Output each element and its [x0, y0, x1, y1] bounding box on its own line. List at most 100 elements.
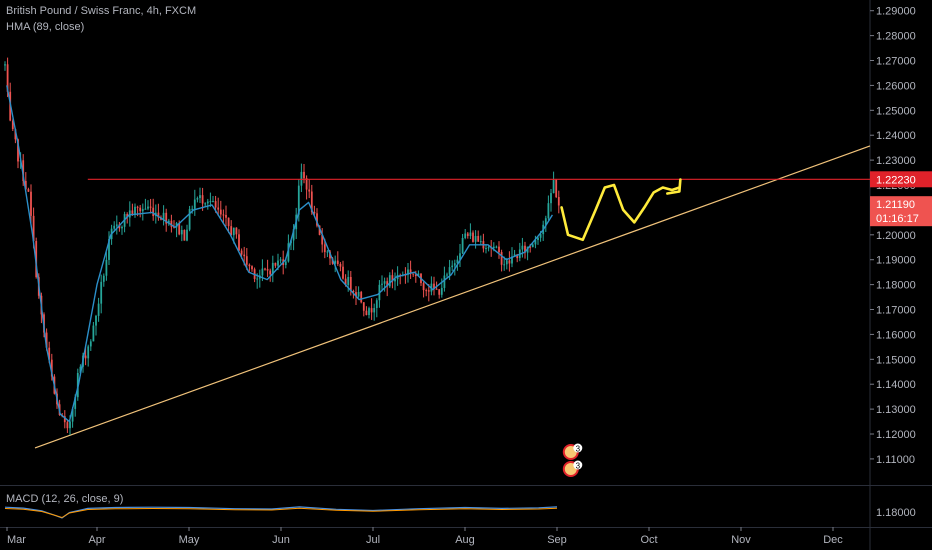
candle-body	[505, 260, 508, 265]
price-axis[interactable]: 1.11000 1.12000 1.13000 1.14000 1.15000 1.160…	[870, 6, 932, 466]
candle-body	[352, 290, 355, 293]
candle-body	[186, 229, 188, 241]
candle-body	[469, 232, 472, 237]
candle-body	[524, 245, 526, 253]
price-tick-label: 1.12000	[876, 429, 916, 441]
candle-body	[355, 292, 357, 297]
hma-line	[6, 85, 553, 423]
candle-body	[521, 245, 524, 250]
candle-body	[100, 281, 103, 304]
candle-body	[167, 220, 170, 224]
ascending-trendline	[34, 145, 871, 449]
candle-body	[4, 64, 6, 66]
candle-body	[284, 261, 287, 266]
candle-body	[45, 332, 48, 348]
candle-body	[63, 416, 66, 423]
candle-body	[271, 262, 274, 275]
projection-curve	[560, 183, 681, 242]
candle-body	[201, 195, 204, 204]
candle-body	[297, 185, 300, 215]
candle-body	[87, 346, 90, 359]
candle-body	[388, 275, 391, 287]
time-tick-label: Oct	[640, 534, 657, 546]
candle-body	[245, 256, 248, 265]
candle-body	[204, 203, 207, 205]
candle-body	[370, 308, 373, 313]
candle-body	[383, 281, 386, 284]
candle-body	[170, 220, 173, 227]
candle-body	[433, 283, 435, 289]
candle-body	[443, 275, 446, 288]
trendline-layer	[34, 145, 871, 449]
time-tick-label: Apr	[88, 534, 105, 546]
candle-body	[217, 207, 220, 210]
candle-body	[513, 254, 516, 257]
candle-body	[357, 291, 360, 297]
candle-body	[550, 193, 552, 204]
candle-body	[375, 300, 378, 309]
candle-body	[152, 207, 155, 217]
candle-body	[485, 248, 487, 250]
candle-body	[180, 229, 183, 235]
candle-body	[529, 246, 532, 248]
candle-body	[50, 359, 53, 377]
candle-body	[534, 240, 537, 245]
candle-body	[365, 310, 368, 316]
price-tick-label: 1.17000	[876, 305, 916, 317]
candle-body	[407, 269, 409, 275]
candle-body	[149, 206, 152, 208]
event-count-bubble	[573, 460, 583, 470]
hma-legend[interactable]: HMA (89, close)	[6, 21, 85, 33]
candle-body	[24, 180, 27, 190]
candle-body	[292, 229, 295, 241]
candle-body	[6, 64, 9, 92]
candle-body	[391, 275, 394, 282]
candle-body	[544, 218, 547, 225]
price-tick-label: 1.13000	[876, 404, 916, 416]
candle-body	[472, 232, 474, 242]
candle-body	[349, 276, 352, 291]
projection-arrowhead	[666, 178, 682, 195]
candle-body	[212, 201, 214, 203]
price-tick-label: 1.29000	[876, 6, 916, 18]
candle-body	[22, 160, 25, 181]
macd-legend[interactable]: MACD (12, 26, close, 9)	[6, 493, 124, 505]
candle-body	[495, 246, 498, 248]
events-layer: 33	[562, 443, 583, 477]
candle-body	[360, 291, 363, 303]
candle-body	[394, 279, 396, 282]
candle-body	[32, 215, 35, 242]
candle-body	[89, 341, 92, 347]
candle-body	[30, 191, 32, 216]
price-tick-label: 1.18000	[876, 280, 916, 292]
candle-body	[537, 237, 539, 241]
time-tick-label: Nov	[731, 534, 751, 546]
candle-body	[11, 120, 14, 130]
candle-body	[464, 233, 467, 238]
candle-body	[102, 275, 105, 282]
time-tick-label: Dec	[823, 534, 843, 546]
candle-body	[206, 201, 209, 204]
last-price-label: 1.21190	[876, 199, 915, 211]
candle-body	[74, 397, 77, 409]
candle-body	[425, 290, 428, 292]
candle-body	[48, 347, 51, 360]
candle-body	[269, 270, 272, 275]
candle-body	[199, 195, 201, 199]
candle-body	[243, 254, 246, 257]
candle-body	[113, 225, 116, 229]
candle-body	[552, 179, 555, 194]
candle-body	[17, 139, 19, 162]
time-tick-label: Sep	[547, 534, 567, 546]
candle-body	[183, 229, 186, 241]
time-tick-label: Aug	[455, 534, 475, 546]
symbol-legend[interactable]: British Pound / Swiss Franc, 4h, FXCM	[6, 5, 197, 17]
candle-body	[191, 208, 194, 210]
time-axis[interactable]: Mar Apr May Jun Jul Aug Sep Oct Nov Dec	[6, 527, 843, 546]
event-count-bubble	[573, 443, 583, 453]
candle-body	[539, 234, 542, 238]
candle-body	[316, 213, 318, 226]
candle-body	[209, 201, 212, 203]
candle-body	[108, 239, 110, 260]
